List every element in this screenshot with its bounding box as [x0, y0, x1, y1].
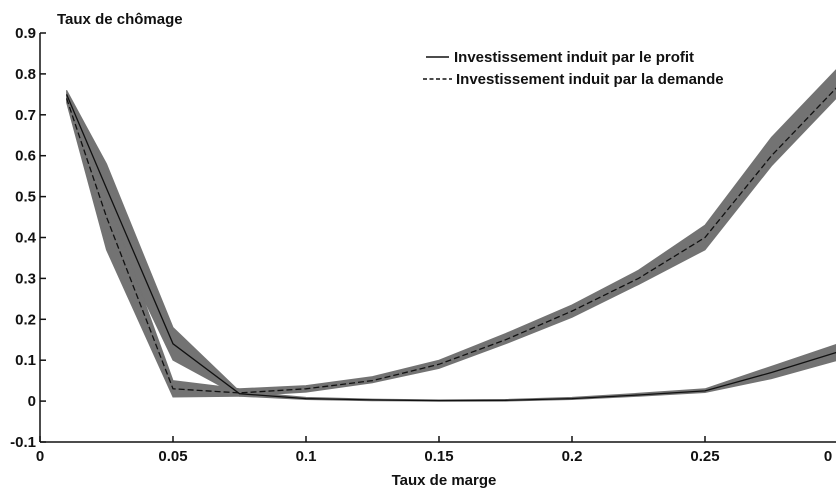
y-tick-label: 0.8: [15, 66, 36, 83]
y-tick-label: 0.1: [15, 352, 36, 369]
series-line-demande: [65, 87, 836, 394]
x-tick-label: 0.25: [690, 448, 719, 465]
confidence-band-profit: [66, 90, 836, 402]
series-lines: [65, 87, 836, 402]
y-tick-label: 0.3: [15, 270, 36, 287]
y-tick-label: 0.7: [15, 107, 36, 124]
x-axis-title: Taux de marge: [392, 472, 497, 489]
series-line-profit: [66, 94, 836, 402]
x-tick-label: 0.15: [424, 448, 453, 465]
y-tick-label: 0.5: [15, 189, 36, 206]
y-tick-label: 0.6: [15, 148, 36, 165]
y-tick-label: -0.1: [10, 434, 36, 451]
x-tick-label: 0: [36, 448, 44, 465]
x-tick-label: 0.2: [562, 448, 583, 465]
y-tick-label: 0.9: [15, 25, 36, 42]
legend-label-demande: Investissement induit par la demande: [456, 71, 724, 88]
x-tick-label: 0.05: [158, 448, 187, 465]
y-axis-title: Taux de chômage: [57, 11, 183, 28]
y-ticks: -0.1 0 0.1 0.2 0.3 0.4 0.5 0.6 0.7 0.8 0.9: [10, 25, 46, 451]
x-ticks: 0 0.05 0.1 0.15 0.2 0.25 0: [36, 436, 832, 465]
y-tick-label: 0.4: [15, 230, 37, 247]
axes: [39, 33, 836, 443]
y-tick-label: 0: [28, 393, 36, 410]
legend: Investissement induit par le profit Inve…: [423, 49, 724, 88]
legend-label-profit: Investissement induit par le profit: [454, 49, 694, 66]
x-tick-label: 0: [824, 448, 832, 465]
x-tick-label: 0.1: [296, 448, 317, 465]
y-tick-label: 0.2: [15, 311, 36, 328]
